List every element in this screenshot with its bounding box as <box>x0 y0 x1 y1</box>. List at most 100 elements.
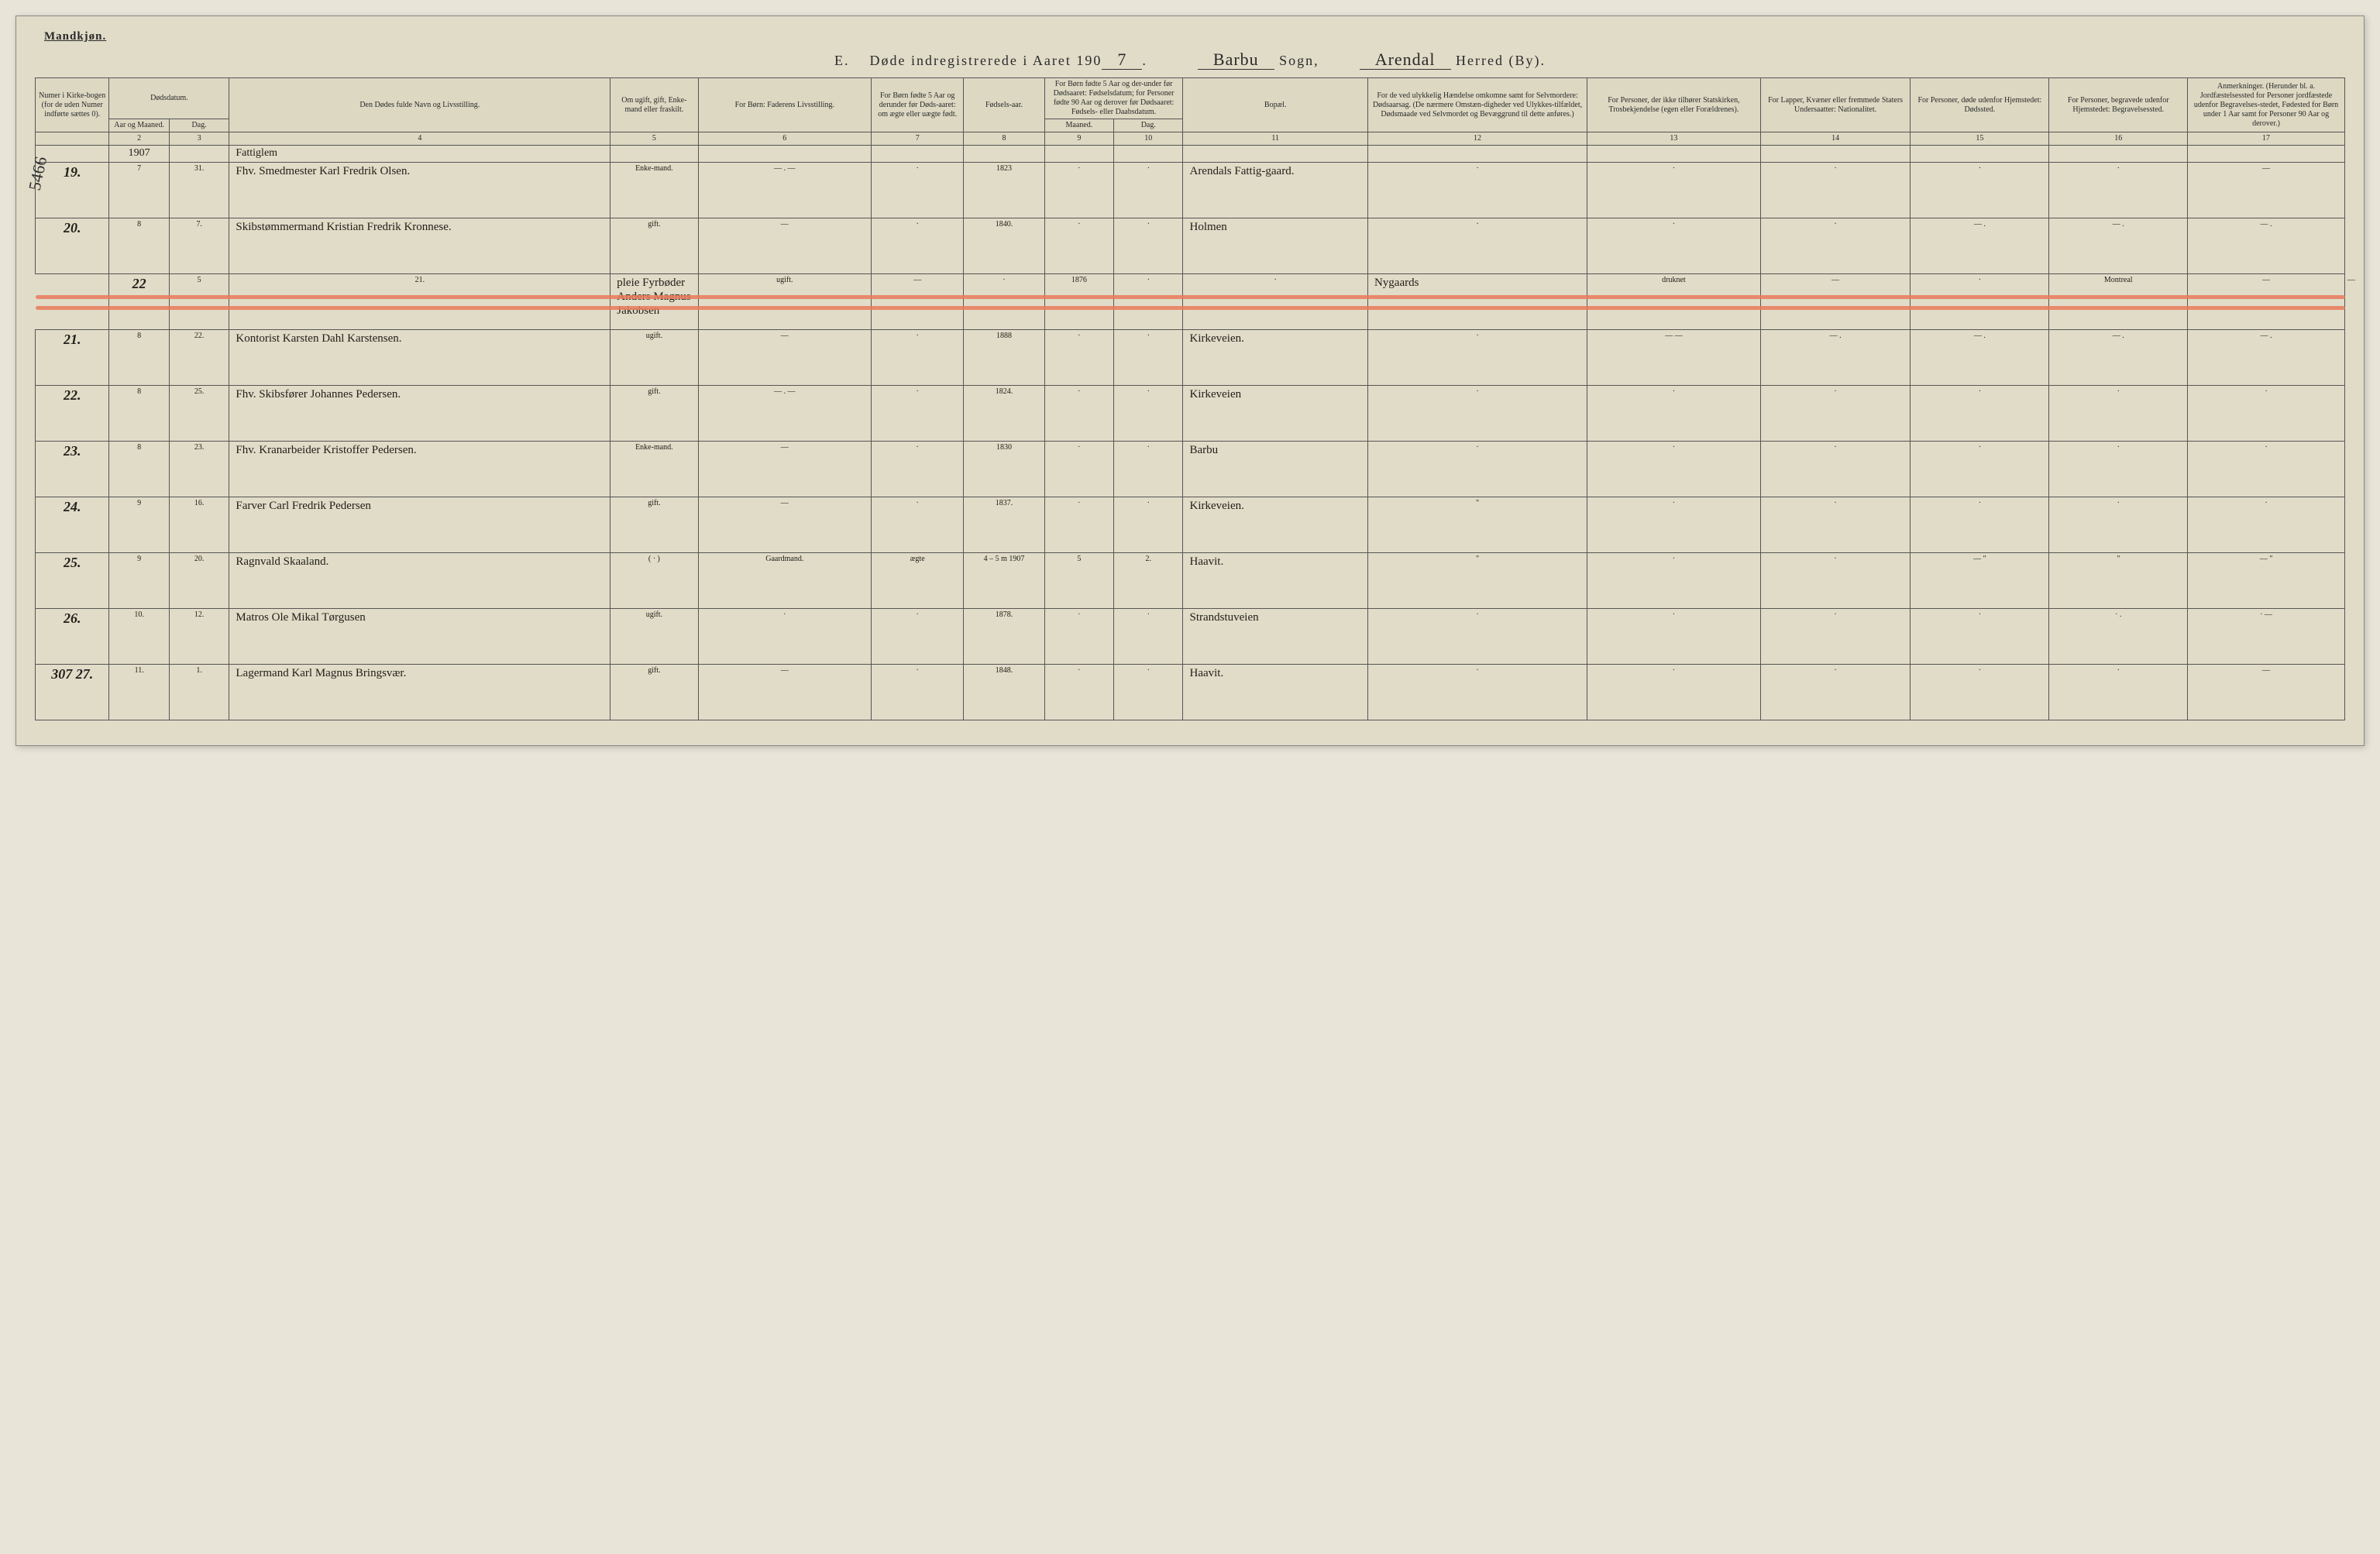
birthmonth-cell: · <box>1044 163 1113 218</box>
month-cell: 10. <box>109 609 170 665</box>
row-number: 22. <box>36 386 109 442</box>
nationality-cell: · <box>1760 218 1911 274</box>
faith-cell: · <box>1587 497 1761 553</box>
faith-cell: · <box>1587 386 1761 442</box>
colnum-2: 2 <box>109 132 170 146</box>
cause-cell: · <box>1367 218 1587 274</box>
h-col2-top: Dødsdatum. <box>109 78 229 119</box>
birthmonth-cell: · <box>1044 442 1113 497</box>
year-row-c4: Fattiglem <box>229 146 610 163</box>
status-cell: Enke-mand. <box>610 163 698 218</box>
birthyear-cell: 1837. <box>964 497 1044 553</box>
deathplace-cell: — . <box>1911 330 2049 386</box>
deathplace-cell: · <box>1911 163 2049 218</box>
table-row: 21.822.Kontorist Karsten Dahl Karstensen… <box>36 330 2345 386</box>
name-cell: Fhv. Kranarbeider Kristoffer Pedersen. <box>229 442 610 497</box>
birthday-cell: · <box>1114 386 1183 442</box>
birthyear-cell: 1848. <box>964 665 1044 720</box>
faith-cell: · <box>1587 442 1761 497</box>
cause-cell: · <box>1367 386 1587 442</box>
nationality-cell: — . <box>1760 330 1911 386</box>
status-cell: gift. <box>610 386 698 442</box>
birthday-cell: · <box>1114 218 1183 274</box>
colnum-16: 16 <box>2049 132 2188 146</box>
month-cell: 9 <box>109 497 170 553</box>
colnum-5: 5 <box>610 132 698 146</box>
status-cell: gift. <box>610 497 698 553</box>
birthday-cell: · <box>1183 274 1367 330</box>
status-cell: ugift. <box>610 330 698 386</box>
burialplace-cell: — . <box>2049 218 2188 274</box>
father-cell: — <box>698 218 872 274</box>
month-cell: 8 <box>109 218 170 274</box>
status-cell: ( · ) <box>610 553 698 609</box>
sogn-value: Barbu <box>1198 50 1274 70</box>
herred-value: Arendal <box>1360 50 1451 70</box>
nationality-cell: · <box>1760 386 1911 442</box>
legit-cell: · <box>872 386 964 442</box>
name-cell: Lagermand Karl Magnus Bringsvær. <box>229 665 610 720</box>
deathplace-cell: · <box>1911 442 2049 497</box>
table-row: 19.731.Fhv. Smedmester Karl Fredrik Olse… <box>36 163 2345 218</box>
cause-cell: " <box>1367 497 1587 553</box>
day-cell: 23. <box>169 442 229 497</box>
name-cell: Fhv. Skibsfører Johannes Pedersen. <box>229 386 610 442</box>
cause-cell: · <box>1367 163 1587 218</box>
h-col2b: Dag. <box>169 119 229 132</box>
burialplace-cell: " <box>2049 553 2188 609</box>
status-cell: gift. <box>610 218 698 274</box>
birthday-cell: · <box>1114 442 1183 497</box>
remarks-cell: · — <box>2188 609 2345 665</box>
birthday-cell: · <box>1114 665 1183 720</box>
month-cell: 8 <box>109 330 170 386</box>
day-cell: 25. <box>169 386 229 442</box>
residence-cell: Nygaards <box>1367 274 1587 330</box>
nationality-cell: · <box>1760 163 1911 218</box>
name-cell: Farver Carl Fredrik Pedersen <box>229 497 610 553</box>
birthyear-cell: 1840. <box>964 218 1044 274</box>
father-cell: — <box>698 497 872 553</box>
h-col8: Fødsels-aar. <box>964 78 1044 132</box>
h-col2a: Aar og Maaned. <box>109 119 170 132</box>
colnum-15: 15 <box>1911 132 2049 146</box>
title-row: E. Døde indregistrerede i Aaret 1907. Ba… <box>35 50 2345 70</box>
father-cell: — <box>698 665 872 720</box>
father-cell: — . — <box>698 386 872 442</box>
birthmonth-cell: · <box>1044 330 1113 386</box>
status-cell: Enke-mand. <box>610 442 698 497</box>
colnum-11: 11 <box>1183 132 1367 146</box>
day-cell: 22. <box>169 330 229 386</box>
table-row: 22521.pleie Fyrbøder Anders Magnus Jakob… <box>36 274 2345 330</box>
legit-cell: · <box>872 218 964 274</box>
colnum-12: 12 <box>1367 132 1587 146</box>
row-number: 26. <box>36 609 109 665</box>
name-cell: Skibstømmermand Kristian Fredrik Kronnes… <box>229 218 610 274</box>
legit-cell: · <box>872 609 964 665</box>
cause-cell: · <box>1367 609 1587 665</box>
faith-cell: · <box>1587 218 1761 274</box>
birthyear-cell: 1876 <box>1044 274 1113 330</box>
table-row: 307 27.11.1.Lagermand Karl Magnus Brings… <box>36 665 2345 720</box>
nationality-cell: · <box>1760 497 1911 553</box>
colnum-17: 17 <box>2188 132 2345 146</box>
name-cell: Matros Ole Mikal Tørgusen <box>229 609 610 665</box>
h-col16: For Personer, begravede udenfor Hjemsted… <box>2049 78 2188 132</box>
h-col13: For Personer, der ikke tilhører Statskir… <box>1587 78 1761 132</box>
deathplace-cell: Montreal <box>2049 274 2188 330</box>
colnum-1 <box>36 132 109 146</box>
h-col7: For Børn fødte 5 Aar og derunder før Død… <box>872 78 964 132</box>
colnum-14: 14 <box>1760 132 1911 146</box>
row-number: 23. <box>36 442 109 497</box>
birthday-cell: · <box>1114 163 1183 218</box>
deathplace-cell: · <box>1911 609 2049 665</box>
table-row: 23.823.Fhv. Kranarbeider Kristoffer Pede… <box>36 442 2345 497</box>
birthyear-cell: 4 – 5 m 1907 <box>964 553 1044 609</box>
nationality-cell: · <box>1760 665 1911 720</box>
residence-cell: Haavit. <box>1183 665 1367 720</box>
h-col9b: Dag. <box>1114 119 1183 132</box>
deathplace-cell: · <box>1911 386 2049 442</box>
deathplace-cell: — . <box>1911 218 2049 274</box>
birthmonth-cell: · <box>1044 609 1113 665</box>
top-bar: Mandkjøn. <box>35 30 2345 43</box>
table-row: 22.825.Fhv. Skibsfører Johannes Pedersen… <box>36 386 2345 442</box>
